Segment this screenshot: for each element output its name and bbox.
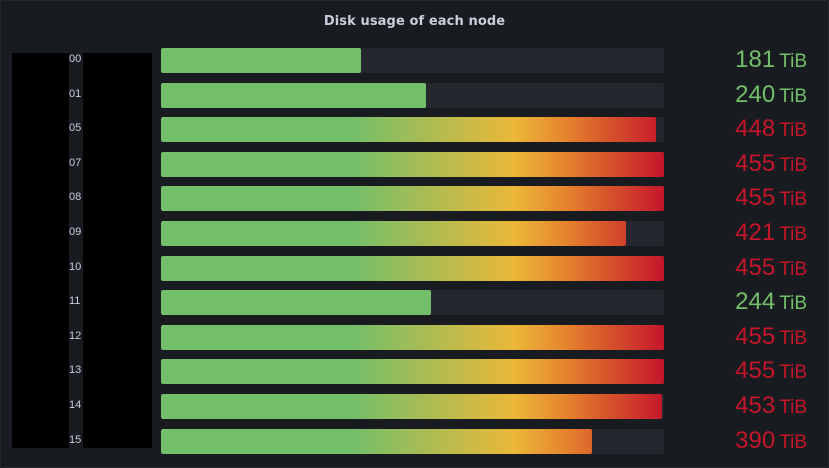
value-unit: TiB (779, 362, 807, 384)
gauge-track (161, 186, 664, 212)
node-label: 01 (69, 87, 82, 100)
gauge-track (161, 117, 664, 143)
gauge-track (161, 359, 664, 385)
node-value: 453 TiB (735, 392, 807, 420)
value-unit: TiB (779, 293, 807, 315)
value-number: 455 (735, 184, 776, 212)
node-label: 12 (69, 329, 82, 342)
bar-gauge-row[interactable]: 12 455 TiB (1, 323, 829, 351)
gauge-bar (161, 359, 664, 385)
value-number: 181 (735, 46, 776, 73)
gauge-bar (161, 151, 664, 177)
node-label: 15 (69, 433, 82, 446)
value-number: 244 (735, 288, 776, 316)
value-number: 455 (735, 357, 776, 385)
bar-gauge-row[interactable]: 07 455 TiB (1, 150, 829, 178)
gauge-bar (161, 82, 427, 108)
node-value: 244 TiB (735, 288, 807, 316)
value-number: 448 (735, 115, 776, 143)
redacted-block-right (83, 53, 152, 448)
node-value: 390 TiB (735, 427, 807, 455)
node-label: 07 (69, 156, 82, 169)
value-unit: TiB (779, 224, 807, 245)
gauge-track (161, 151, 664, 177)
gauge-bar (161, 290, 431, 316)
gauge-bar (161, 428, 593, 454)
node-value: 421 TiB (735, 219, 807, 247)
bar-gauge-row[interactable]: 10 455 TiB (1, 254, 829, 282)
value-number: 421 (735, 219, 776, 246)
bar-gauge-row[interactable]: 13 455 TiB (1, 357, 829, 385)
bar-gauge-row[interactable]: 14 453 TiB (1, 392, 829, 420)
value-unit: TiB (779, 189, 807, 211)
gauge-bar (161, 255, 664, 281)
node-value: 455 TiB (735, 254, 807, 282)
gauge-track (161, 394, 664, 419)
bar-gauge-row[interactable]: 11 244 TiB (1, 288, 829, 316)
node-label: 09 (69, 226, 82, 238)
gauge-bar (161, 48, 362, 73)
value-unit: TiB (779, 397, 807, 418)
panel-title[interactable]: Disk usage of each node (323, 14, 506, 29)
node-label: 00 (69, 53, 82, 65)
gauge-track (161, 324, 664, 350)
gauge-track (161, 82, 664, 108)
value-number: 455 (735, 149, 776, 177)
gauge-track (161, 255, 664, 281)
bar-gauge-row[interactable]: 00 181 TiB (1, 46, 829, 74)
node-label: 10 (69, 260, 82, 273)
gauge-bar (161, 221, 627, 246)
gauge-track (161, 221, 664, 246)
node-label: 14 (69, 399, 82, 411)
node-value: 240 TiB (735, 81, 807, 109)
node-value: 455 TiB (735, 184, 807, 212)
gauge-bar (161, 324, 664, 350)
bar-gauge-row[interactable]: 15 390 TiB (1, 427, 829, 455)
gauge-track (161, 48, 664, 73)
gauge-bar (161, 186, 664, 212)
bar-gauge-row[interactable]: 09 421 TiB (1, 219, 829, 247)
value-unit: TiB (779, 431, 807, 453)
value-unit: TiB (779, 258, 807, 280)
gauge-track (161, 290, 664, 316)
value-number: 390 (735, 426, 776, 454)
value-unit: TiB (779, 154, 807, 176)
node-label: 08 (69, 191, 82, 204)
bar-gauge-row[interactable]: 05 448 TiB (1, 115, 829, 143)
node-value: 455 TiB (735, 357, 807, 385)
gauge-bar (161, 394, 662, 419)
gauge-track (161, 428, 664, 454)
value-number: 455 (735, 253, 776, 281)
node-label: 11 (69, 295, 81, 308)
value-unit: TiB (779, 327, 807, 349)
node-value: 181 TiB (735, 46, 807, 74)
bar-gauge-row[interactable]: 08 455 TiB (1, 184, 829, 212)
value-number: 453 (735, 392, 776, 419)
value-unit: TiB (779, 120, 807, 142)
node-value: 455 TiB (735, 150, 807, 178)
value-number: 240 (735, 80, 776, 108)
redacted-block-left (12, 53, 69, 448)
value-number: 455 (735, 322, 776, 350)
node-label: 13 (69, 364, 82, 377)
bar-gauge-row[interactable]: 01 240 TiB (1, 81, 829, 109)
node-value: 448 TiB (735, 115, 807, 143)
node-label: 05 (69, 122, 82, 135)
value-unit: TiB (779, 51, 807, 72)
node-value: 455 TiB (735, 323, 807, 351)
value-unit: TiB (779, 85, 807, 107)
gauge-bar (161, 117, 657, 143)
